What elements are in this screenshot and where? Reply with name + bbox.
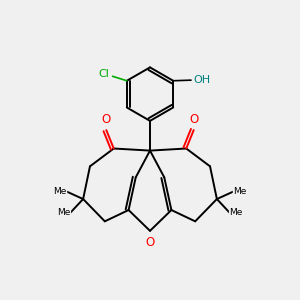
Text: Me: Me — [57, 208, 70, 217]
Text: O: O — [190, 112, 199, 126]
Text: O: O — [101, 112, 110, 126]
Text: Me: Me — [230, 208, 243, 217]
Text: Cl: Cl — [98, 69, 109, 79]
Text: O: O — [146, 236, 154, 249]
Text: OH: OH — [194, 75, 211, 85]
Text: Me: Me — [53, 187, 67, 196]
Text: Me: Me — [233, 187, 247, 196]
